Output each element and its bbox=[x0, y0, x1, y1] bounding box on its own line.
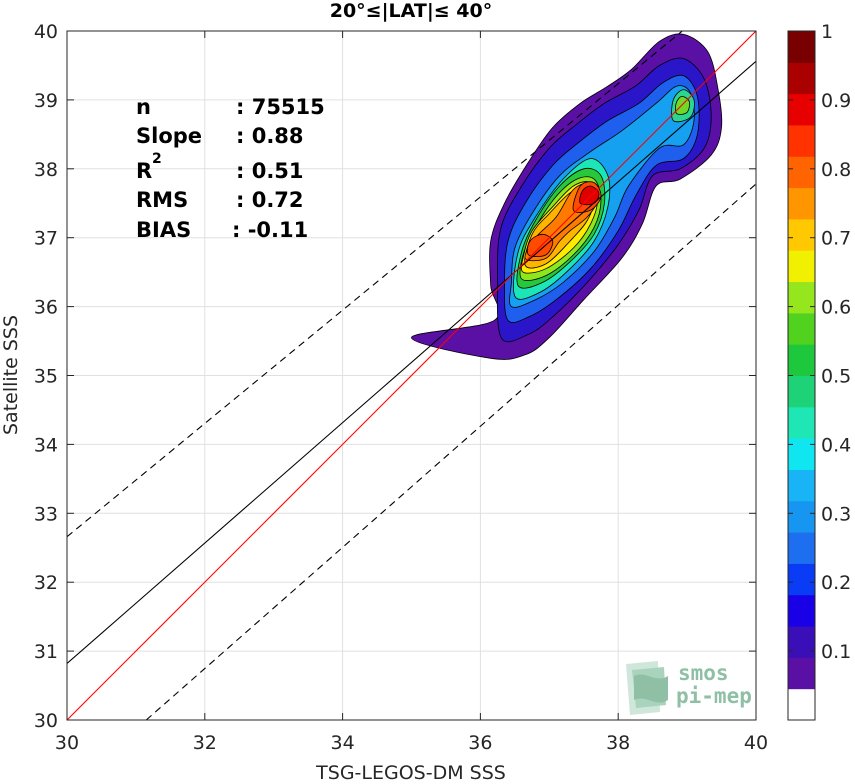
colorbar-band bbox=[788, 281, 815, 314]
reference-lines bbox=[67, 31, 756, 720]
colorbar-band bbox=[788, 156, 815, 189]
colorbar-band bbox=[788, 594, 815, 627]
colorbar-tick-label: 1 bbox=[821, 21, 833, 43]
logo-wave-icon bbox=[626, 661, 668, 715]
colorbar-band bbox=[788, 31, 815, 63]
colorbar-band bbox=[788, 124, 815, 157]
colorbar-band bbox=[788, 344, 815, 376]
colorbar-tick-label: 0.1 bbox=[821, 641, 851, 663]
chart-title: 20°≤|LAT|≤ 40° bbox=[330, 0, 493, 22]
lower-bound-line bbox=[145, 183, 756, 720]
x-tick-label: 40 bbox=[744, 732, 768, 754]
colorbar-tick-label: 0.6 bbox=[821, 297, 851, 319]
stat-n-label: n bbox=[136, 95, 151, 119]
colorbar-tick-label: 0.2 bbox=[821, 572, 851, 594]
y-tick-label: 33 bbox=[34, 503, 58, 525]
identity-line bbox=[67, 31, 756, 720]
colorbar-band bbox=[788, 657, 815, 690]
colorbar-tick-label: 0.8 bbox=[821, 159, 851, 181]
colorbar-band bbox=[788, 312, 815, 345]
colorbar-tick-label: 0.4 bbox=[821, 434, 851, 456]
stat-r2-superscript: 2 bbox=[152, 151, 162, 167]
stat-slope-value: : 0.88 bbox=[236, 124, 304, 148]
y-tick-label: 30 bbox=[34, 710, 58, 732]
stat-slope-label: Slope bbox=[136, 124, 202, 148]
stat-r2-value: : 0.51 bbox=[236, 159, 304, 183]
colorbar-band bbox=[788, 438, 815, 470]
x-tick-label: 32 bbox=[193, 732, 217, 754]
y-tick-label: 34 bbox=[34, 434, 58, 456]
y-tick-label: 40 bbox=[34, 21, 58, 43]
y-tick-label: 31 bbox=[34, 641, 58, 663]
colorbar-band bbox=[788, 626, 815, 658]
stat-rms-label: RMS bbox=[136, 188, 188, 212]
colorbar-band bbox=[788, 532, 815, 564]
x-tick-label: 30 bbox=[55, 732, 79, 754]
colorbar-band bbox=[788, 250, 815, 283]
stat-r2-label: R bbox=[136, 159, 152, 183]
x-tick-label: 38 bbox=[606, 732, 630, 754]
colorbar-tick-label: 0.3 bbox=[821, 503, 851, 525]
x-tick-label: 34 bbox=[331, 732, 355, 754]
colorbar-band bbox=[788, 187, 815, 220]
fit-line bbox=[67, 60, 756, 664]
stat-bias-label: BIAS bbox=[136, 218, 191, 242]
colorbar-tick-label: 0.5 bbox=[821, 366, 851, 388]
y-tick-label: 37 bbox=[34, 228, 58, 250]
stats-box: n : 75515 Slope : 0.88 R 2 : 0.51 RMS : … bbox=[136, 95, 325, 242]
y-tick-label: 39 bbox=[34, 90, 58, 112]
colorbar-band bbox=[788, 406, 815, 439]
axis-ticks: 30 32 34 36 38 40 30 31 32 33 34 35 36 37 38 39 40 bbox=[34, 21, 768, 754]
colorbar-band bbox=[788, 469, 815, 502]
smos-pimep-logo: smos pi-mep bbox=[626, 661, 752, 715]
upper-bound-line bbox=[67, 31, 684, 538]
y-axis-label: Satellite SSS bbox=[0, 315, 22, 435]
stat-n-value: : 75515 bbox=[236, 95, 325, 119]
colorbar-tick-label: 0.9 bbox=[821, 90, 851, 112]
colorbar-band bbox=[788, 218, 815, 251]
x-tick-label: 36 bbox=[468, 732, 492, 754]
colorbar-tick-label: 0.7 bbox=[821, 228, 851, 250]
colorbar-band bbox=[788, 500, 815, 533]
y-tick-label: 36 bbox=[34, 297, 58, 319]
y-tick-label: 38 bbox=[34, 159, 58, 181]
stat-rms-value: : 0.72 bbox=[236, 188, 304, 212]
colorbar-band bbox=[788, 375, 815, 408]
x-axis-label: TSG-LEGOS-DM SSS bbox=[315, 762, 506, 784]
logo-text-smos: smos bbox=[678, 661, 729, 685]
stat-bias-value: : -0.11 bbox=[232, 218, 308, 242]
colorbar-band bbox=[788, 688, 815, 721]
colorbar-band bbox=[788, 93, 815, 126]
y-tick-label: 32 bbox=[34, 572, 58, 594]
logo-text-pimep: pi-mep bbox=[676, 684, 752, 708]
colorbar-band bbox=[788, 563, 815, 596]
grid bbox=[66, 30, 757, 721]
colorbar-band bbox=[788, 62, 815, 95]
y-tick-label: 35 bbox=[34, 366, 58, 388]
colorbar: 0.1 0.2 0.3 0.4 0.5 0.6 0.7 0.8 0.9 1 bbox=[787, 21, 851, 721]
